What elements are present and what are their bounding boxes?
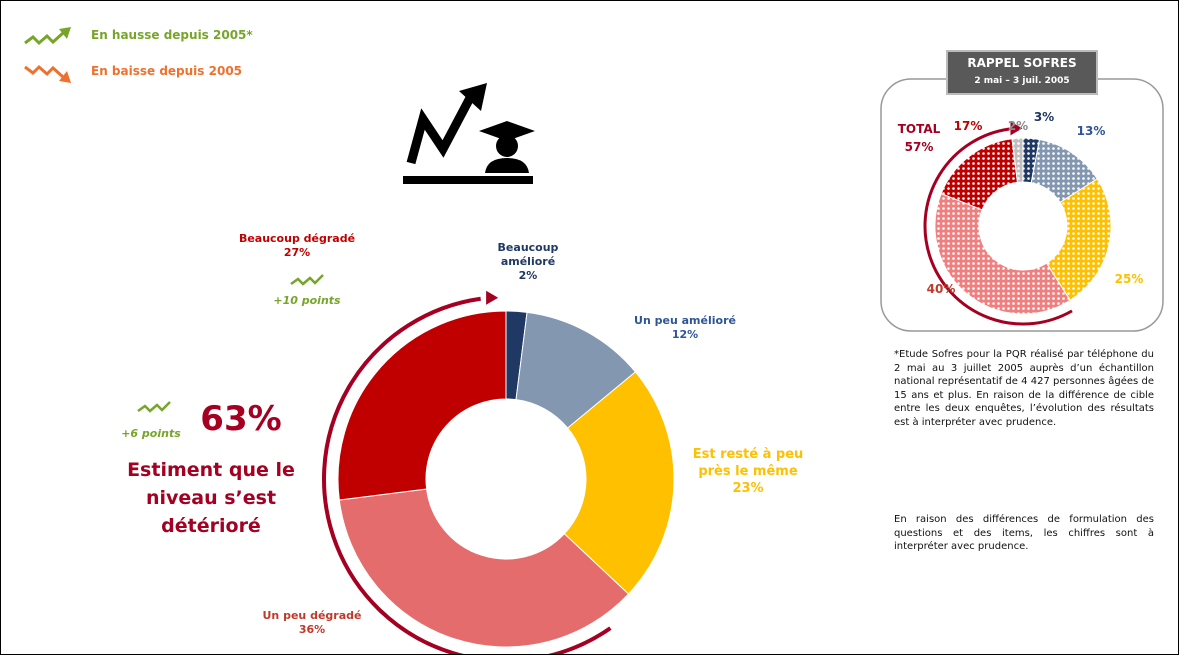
segment-label: Un peu dégradé — [262, 609, 362, 622]
segment-label: Beaucoup amélioré — [497, 241, 559, 268]
donut-segment — [563, 371, 675, 595]
note: En raison des différences de formulation… — [894, 514, 1154, 552]
segment-label: Un peu amélioré — [634, 314, 736, 327]
up-icon — [24, 31, 65, 46]
recall-header — [946, 50, 1098, 95]
donut-segment — [1011, 137, 1024, 183]
icon-head — [496, 135, 518, 157]
donut-segment — [1045, 178, 1112, 301]
segment-label: Beaucoup dégradé — [238, 232, 356, 245]
icon-trend — [406, 93, 475, 165]
headline-text: Estiment que le niveau s’est détérioré — [127, 459, 295, 537]
up-icon — [290, 274, 324, 286]
donut-segment — [338, 488, 630, 648]
segment-label: Est resté à peu près le même — [692, 447, 804, 479]
note: *Etude Sofres pour la PQR réalisé par té… — [894, 349, 1154, 428]
value-label: 17% — [953, 119, 983, 133]
icon-cap — [479, 121, 535, 141]
value-label: 40% — [926, 282, 956, 296]
down-icon — [24, 64, 65, 79]
arrow-arc — [923, 127, 1073, 326]
down-icon-head — [59, 71, 71, 83]
legend-entry: En hausse depuis 2005* — [91, 28, 253, 42]
headline-value: 63% — [200, 399, 282, 439]
recall-subtitle: 2 mai – 3 juil. 2005 — [974, 76, 1069, 86]
value-label: 3% — [1033, 110, 1055, 124]
total-label: TOTAL — [897, 122, 941, 136]
value-label: 27% — [283, 246, 311, 259]
headline-change: +6 points — [121, 427, 181, 440]
total-value: 57% — [904, 140, 934, 154]
arrow-head — [1010, 121, 1023, 136]
up-icon-head — [59, 27, 71, 39]
value-label: 12% — [671, 328, 699, 341]
donut-segment — [934, 192, 1071, 315]
recall-title: RAPPEL SOFRES — [967, 56, 1076, 70]
value-label: 36% — [298, 623, 326, 636]
value-label: 13% — [1076, 124, 1106, 138]
annotation: +10 points — [273, 294, 341, 307]
arrow-head — [486, 290, 499, 305]
legend-entry: En baisse depuis 2005 — [91, 64, 243, 78]
donut-segment — [337, 310, 507, 501]
value-label: 2% — [1007, 119, 1029, 133]
icon-body — [485, 158, 529, 173]
icon-arrow — [459, 83, 487, 111]
up-icon — [137, 401, 171, 413]
value-label: 25% — [1114, 272, 1144, 286]
arrow-arc — [322, 296, 612, 654]
value-label: 2% — [518, 269, 538, 282]
icon-base — [403, 176, 533, 184]
value-label: 23% — [732, 481, 764, 496]
